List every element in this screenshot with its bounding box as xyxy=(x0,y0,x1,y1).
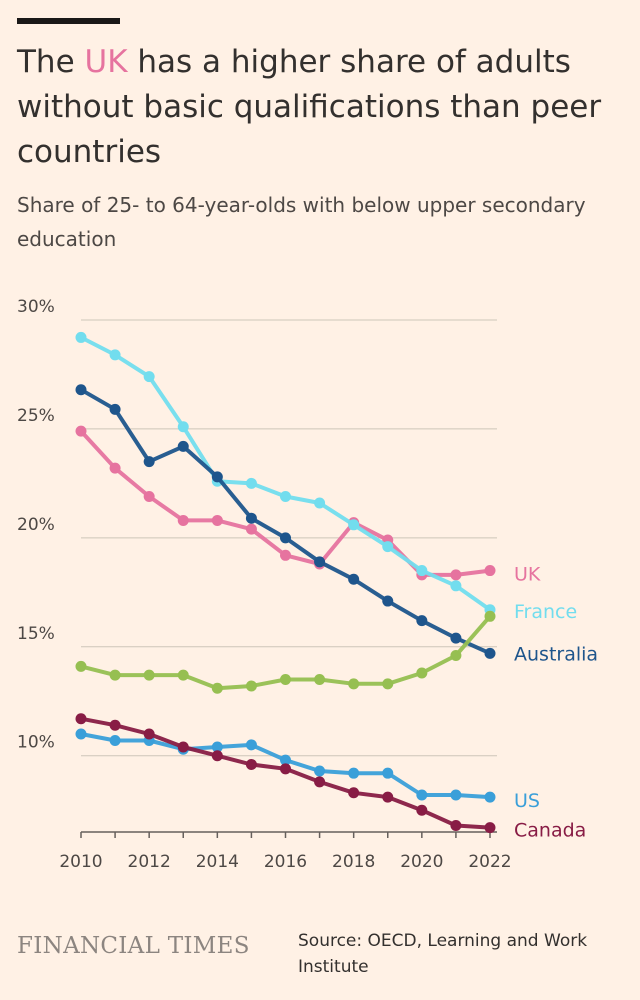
x-tick-label: 2020 xyxy=(400,852,443,872)
data-point-us xyxy=(348,767,360,779)
data-point-uk xyxy=(109,462,121,474)
data-point-australia xyxy=(245,512,257,524)
data-point-australia xyxy=(211,471,223,483)
chart-title: The UK has a higher share of adults with… xyxy=(17,44,602,170)
data-point-australia xyxy=(348,573,360,585)
x-tick-label: 2018 xyxy=(332,852,375,872)
data-point-france xyxy=(382,541,394,553)
x-tick-label: 2010 xyxy=(59,852,102,872)
data-point-other xyxy=(75,660,87,672)
data-point-other xyxy=(143,669,155,681)
legend-label-us: US xyxy=(514,790,540,812)
data-point-us xyxy=(245,739,257,751)
source-note: Source: OECD, Learning and Work Institut… xyxy=(298,931,588,977)
data-point-australia xyxy=(484,647,496,659)
data-point-france xyxy=(450,580,462,592)
data-point-us xyxy=(416,789,428,801)
data-point-canada xyxy=(177,741,189,753)
data-point-other xyxy=(382,678,394,690)
y-tick-label: 30% xyxy=(17,297,55,317)
data-point-australia xyxy=(75,384,87,396)
data-point-us xyxy=(450,789,462,801)
data-point-us xyxy=(75,728,87,740)
data-point-us xyxy=(280,754,291,766)
data-point-canada xyxy=(75,713,87,725)
data-point-uk xyxy=(75,425,87,437)
chart-subtitle: Share of 25- to 64-year-olds with below … xyxy=(17,193,586,251)
data-point-canada xyxy=(484,822,496,834)
data-point-us xyxy=(109,734,121,746)
data-point-france xyxy=(348,519,360,531)
legend-label-france: France xyxy=(514,601,577,623)
line-chart: 10% 15% 20% 25% 30% 2010 2012 2014 2016 2018 2020 2… xyxy=(17,297,598,872)
data-point-australia xyxy=(143,456,155,468)
data-point-uk xyxy=(177,514,189,526)
y-tick-label: 10% xyxy=(17,733,55,753)
data-point-other xyxy=(348,678,360,690)
y-tick-label: 25% xyxy=(17,406,55,426)
top-rule xyxy=(17,18,120,24)
data-point-canada xyxy=(280,763,291,775)
data-point-uk xyxy=(484,565,496,577)
data-point-australia xyxy=(280,532,291,544)
data-point-other xyxy=(416,667,428,679)
data-point-other xyxy=(280,673,291,685)
data-point-uk xyxy=(211,514,223,526)
data-point-uk xyxy=(245,523,257,535)
y-tick-label: 15% xyxy=(17,624,55,644)
data-point-australia xyxy=(177,440,189,452)
data-point-australia xyxy=(416,615,428,627)
data-point-australia xyxy=(109,403,121,415)
data-point-other xyxy=(211,682,223,694)
title-highlight-uk: UK xyxy=(84,44,128,80)
data-point-france xyxy=(109,349,121,361)
y-tick-label: 20% xyxy=(17,515,55,535)
data-point-france xyxy=(314,497,326,509)
data-point-france xyxy=(143,371,155,383)
data-point-other xyxy=(109,669,121,681)
data-point-canada xyxy=(416,804,428,816)
data-point-other xyxy=(177,669,189,681)
data-point-other xyxy=(484,610,496,622)
data-point-us xyxy=(382,767,394,779)
x-tick-label: 2022 xyxy=(468,852,511,872)
data-point-uk xyxy=(280,549,291,561)
data-point-canada xyxy=(245,758,257,770)
data-point-canada xyxy=(211,750,223,762)
data-point-france xyxy=(280,490,291,502)
data-point-australia xyxy=(382,595,394,607)
data-point-france xyxy=(245,477,257,489)
x-tick-label: 2014 xyxy=(196,852,239,872)
data-point-other xyxy=(245,680,257,692)
data-point-australia xyxy=(450,632,462,644)
x-tick-label: 2012 xyxy=(128,852,171,872)
data-point-france xyxy=(177,421,189,433)
series-line-france xyxy=(79,335,492,612)
legend-label-uk: UK xyxy=(514,564,541,586)
data-point-canada xyxy=(382,791,394,803)
data-point-canada xyxy=(450,819,462,831)
data-point-france xyxy=(416,565,428,577)
legend-label-canada: Canada xyxy=(514,820,586,842)
data-point-other xyxy=(314,673,326,685)
data-point-us xyxy=(314,765,326,777)
data-point-canada xyxy=(109,719,121,731)
data-point-canada xyxy=(143,728,155,740)
data-point-france xyxy=(75,331,87,343)
data-point-australia xyxy=(314,556,326,568)
data-point-canada xyxy=(348,787,360,799)
ft-logo: FINANCIAL TIMES xyxy=(17,933,250,959)
data-point-uk xyxy=(143,490,155,502)
x-tick-label: 2016 xyxy=(264,852,307,872)
data-point-us xyxy=(484,791,496,803)
data-point-canada xyxy=(314,776,326,788)
data-point-us xyxy=(211,741,223,753)
data-point-uk xyxy=(450,569,462,581)
data-point-other xyxy=(450,650,462,662)
legend-label-australia: Australia xyxy=(514,643,598,665)
